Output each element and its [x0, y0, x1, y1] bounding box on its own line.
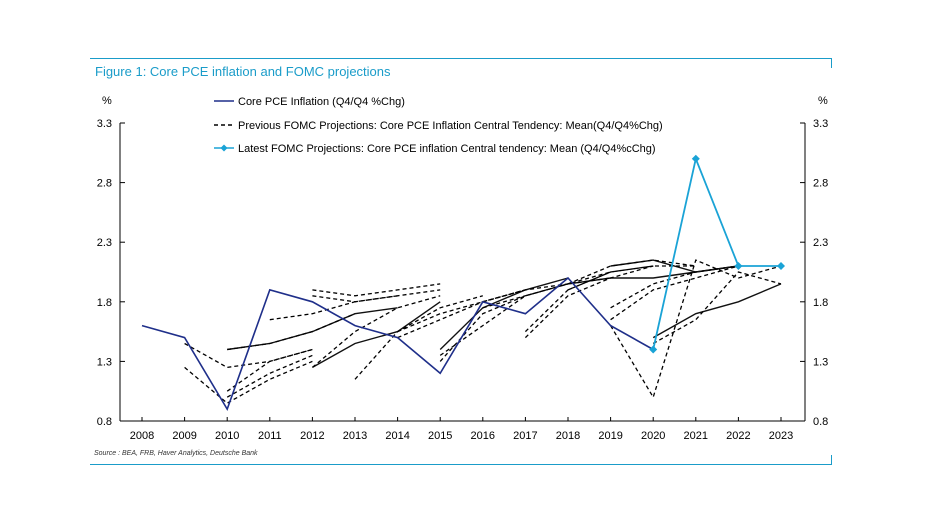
previous-projection-line — [397, 289, 526, 339]
latest-projection-marker — [734, 262, 743, 271]
legend-label: Core PCE Inflation (Q4/Q4 %Chg) — [238, 96, 405, 108]
x-tick-label: 2019 — [598, 430, 622, 442]
figure-title: Figure 1: Core PCE inflation and FOMC pr… — [95, 64, 391, 79]
core-pce-series — [141, 276, 654, 411]
x-tick-label: 2013 — [343, 430, 367, 442]
x-tick-label: 2009 — [172, 430, 196, 442]
x-tick-label: 2016 — [471, 430, 495, 442]
x-tick-label: 2014 — [385, 430, 409, 442]
y-tick-label-left: 1.3 — [97, 356, 112, 368]
latest-projection-marker — [691, 154, 700, 163]
previous-projection-line — [312, 283, 441, 297]
previous-projection-line — [226, 354, 313, 398]
latest-projection-marker — [777, 262, 785, 271]
previous-projection-line — [227, 313, 356, 351]
chart-axes: 3.3 3.3 2.8 2.8 2.3 2.3 1.8 1.8 1.3 1.3 0.8 0.8% % 20… — [97, 95, 829, 442]
solid-projection-line — [652, 283, 782, 339]
x-tick-label: 2012 — [300, 430, 324, 442]
previous-projection-line — [226, 348, 313, 392]
latest-projection-line — [652, 155, 781, 350]
previous-projection-line — [311, 295, 441, 368]
y-axis-unit-left: % — [102, 95, 112, 107]
previous-projection-line — [524, 265, 654, 333]
x-tick-label: 2008 — [130, 430, 154, 442]
top-rule — [90, 58, 832, 59]
x-tick-label: 2015 — [428, 430, 452, 442]
solid-projection-line — [312, 301, 441, 369]
x-tick-label: 2011 — [258, 430, 282, 442]
previous-projection-line — [567, 265, 696, 291]
y-tick-label-right: 2.3 — [813, 237, 828, 249]
y-tick-label-right: 1.3 — [813, 356, 828, 368]
y-tick-label-left: 3.3 — [97, 118, 112, 130]
y-tick-label-left: 2.3 — [97, 237, 112, 249]
legend-label: Latest FOMC Projections: Core PCE inflat… — [238, 143, 656, 155]
latest-fomc-series — [649, 154, 785, 354]
x-tick-label: 2020 — [641, 430, 665, 442]
previous-projection-line — [354, 295, 483, 380]
bottom-rule-tick — [831, 455, 832, 465]
y-tick-label-right: 0.8 — [813, 416, 828, 428]
previous-projection-line — [567, 259, 696, 285]
previous-projection-line — [184, 342, 313, 369]
previous-projection-line — [610, 265, 739, 309]
previous-projection-line — [610, 259, 782, 399]
bottom-rule — [90, 464, 832, 465]
y-tick-label-left: 1.8 — [97, 297, 112, 309]
solid-projection-line — [567, 265, 739, 285]
legend-marker — [220, 144, 228, 152]
previous-fomc-projections — [184, 259, 782, 404]
previous-projection-line — [652, 271, 782, 345]
x-tick-label: 2010 — [215, 430, 239, 442]
previous-projection-line — [524, 265, 654, 339]
previous-projection-line — [184, 360, 313, 404]
previous-projection-line — [482, 277, 611, 309]
source-note: Source : BEA, FRB, Haver Analytics, Deut… — [94, 450, 258, 457]
legend-label: Previous FOMC Projections: Core PCE Infl… — [238, 120, 663, 132]
y-tick-label-right: 2.8 — [813, 178, 828, 190]
core-pce-line — [141, 276, 654, 411]
previous-projection-line — [482, 271, 611, 303]
solid-projection-lines — [227, 259, 782, 369]
x-tick-label: 2021 — [684, 430, 708, 442]
previous-projection-line — [312, 289, 441, 303]
latest-projection-marker — [649, 345, 658, 354]
x-tick-label: 2022 — [726, 430, 750, 442]
y-tick-label-left: 0.8 — [97, 416, 112, 428]
chart-legend: Core PCE Inflation (Q4/Q4 %Chg) Previous … — [214, 96, 663, 155]
y-tick-label-right: 1.8 — [813, 297, 828, 309]
y-axis-unit-right: % — [818, 95, 828, 107]
solid-projection-line — [439, 277, 569, 351]
top-rule-tick — [831, 58, 832, 68]
x-tick-label: 2023 — [769, 430, 793, 442]
x-tick-label: 2017 — [513, 430, 537, 442]
previous-projection-line — [397, 289, 526, 333]
y-tick-label-right: 3.3 — [813, 118, 828, 130]
y-tick-label-left: 2.8 — [97, 178, 112, 190]
x-tick-label: 2018 — [556, 430, 580, 442]
